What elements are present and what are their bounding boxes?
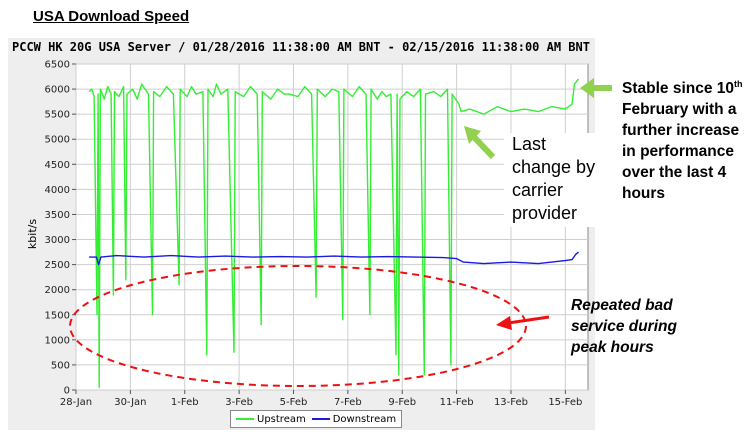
x-tick-label: 15-Feb (548, 397, 582, 408)
y-tick-label: 0 (64, 386, 70, 397)
x-tick-label: 28-Jan (60, 397, 92, 408)
legend-swatch-downstream (311, 418, 330, 420)
x-tick-label: 13-Feb (494, 397, 528, 408)
chart-panel: PCCW HK 20G USA Server / 01/28/2016 11:3… (8, 38, 595, 430)
x-tick-label: 5-Feb (280, 397, 308, 408)
y-tick-label: 2500 (45, 260, 70, 271)
x-tick-label: 7-Feb (334, 397, 362, 408)
legend-label-upstream: Upstream (257, 413, 306, 425)
y-tick-label: 4500 (45, 160, 70, 171)
x-tick-label: 11-Feb (440, 397, 474, 408)
series-layer (88, 78, 580, 389)
series-line-downstream (89, 251, 579, 266)
legend-item-upstream: Upstream (236, 414, 306, 425)
y-tick-label: 3500 (45, 210, 70, 221)
stable-annotation-pre: Stable since 10 (622, 80, 735, 98)
y-tick-label: 1500 (45, 310, 70, 321)
stable-annotation: Stable since 10th February with a furthe… (622, 74, 746, 204)
y-tick-label: 5500 (45, 110, 70, 121)
x-tick-label: 9-Feb (388, 397, 416, 408)
legend-swatch-upstream (236, 418, 254, 420)
chart-legend: Upstream Downstream (230, 410, 403, 428)
y-tick-label: 6500 (45, 60, 70, 71)
bad-service-annotation: Repeated bad service during peak hours (571, 297, 677, 356)
axes: 0 500 1000 1500 2000 2500 3000 3500 4000 4500 5000… (45, 60, 583, 409)
x-tick-label: 30-Jan (114, 397, 146, 408)
stable-annotation-sup: th (734, 79, 743, 89)
y-axis-label: kbit/s (26, 219, 39, 249)
legend-item-downstream: Downstream (311, 413, 397, 425)
page-heading: USA Download Speed (33, 8, 190, 25)
x-tick-label: 1-Feb (171, 397, 199, 408)
y-tick-label: 2000 (45, 285, 70, 296)
y-tick-label: 500 (51, 360, 70, 371)
y-tick-label: 6000 (45, 85, 70, 96)
last-change-annotation: Last change by carrier provider (504, 133, 604, 227)
series-line-upstream (88, 78, 580, 389)
y-tick-label: 5000 (45, 135, 70, 146)
stable-annotation-post: February with a further increase in perf… (622, 101, 740, 203)
y-tick-label: 3000 (45, 235, 70, 246)
y-tick-label: 1000 (45, 335, 70, 346)
x-tick-label: 3-Feb (225, 397, 253, 408)
y-tick-label: 4000 (45, 185, 70, 196)
chart-title: PCCW HK 20G USA Server / 01/28/2016 11:3… (12, 40, 590, 54)
legend-label-downstream: Downstream (332, 413, 397, 425)
line-chart: 0 500 1000 1500 2000 2500 3000 3500 4000 4500 5000… (26, 60, 589, 409)
